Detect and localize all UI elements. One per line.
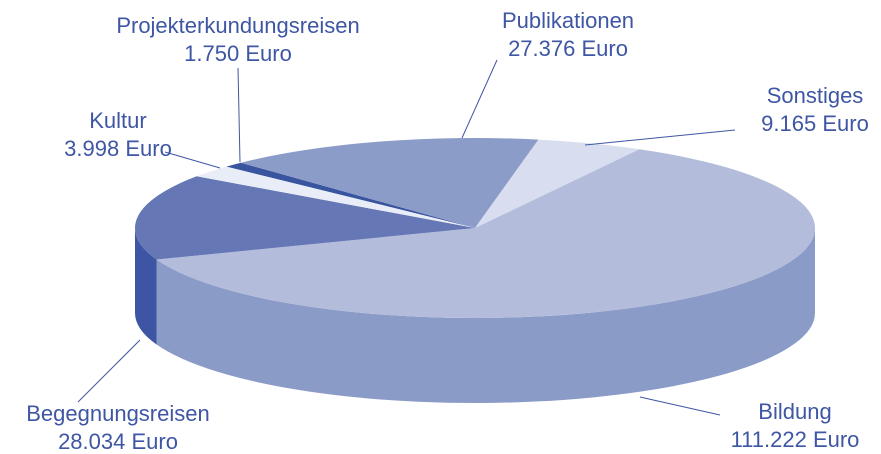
slice — [134, 176, 475, 260]
slice — [156, 149, 816, 318]
slice — [240, 138, 539, 228]
slice-side — [135, 228, 157, 345]
slice-side — [156, 228, 816, 403]
slice — [475, 139, 640, 228]
value-label: 1.750 Euro — [184, 41, 292, 66]
slice-label: Bildung — [758, 399, 831, 424]
slice-label: Publikationen — [502, 8, 634, 33]
leader-line — [584, 129, 736, 146]
leader-line — [77, 339, 141, 403]
slice-label: Begegnungsreisen — [26, 401, 209, 426]
slice-label: Projekterkundungsreisen — [116, 13, 359, 38]
leader-line — [237, 67, 241, 163]
value-label: 111.222 Euro — [731, 427, 860, 452]
leader-line — [461, 59, 498, 139]
value-label: 9.165 Euro — [761, 111, 869, 136]
value-label: 3.998 Euro — [64, 136, 172, 161]
value-label: 27.376 Euro — [508, 36, 628, 61]
leader-line — [164, 151, 221, 169]
slice — [226, 162, 475, 228]
leader-line — [639, 396, 721, 416]
value-label: 28.034 Euro — [58, 429, 178, 454]
slice-label: Sonstiges — [767, 83, 864, 108]
slice-label: Kultur — [89, 108, 146, 133]
slice — [196, 166, 475, 228]
